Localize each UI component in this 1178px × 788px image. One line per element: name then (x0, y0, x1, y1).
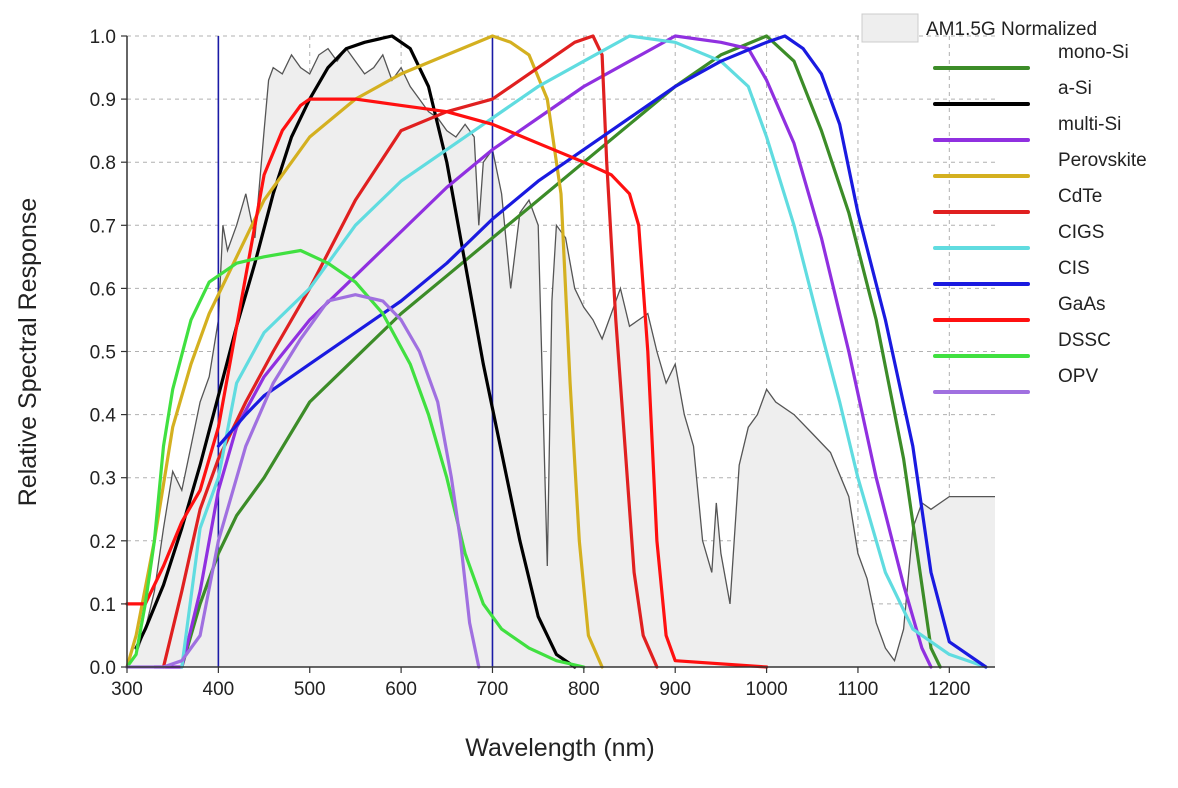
legend-label-gaas: GaAs (1058, 294, 1106, 315)
series-lines (125, 34, 988, 669)
x-tick-label: 700 (477, 679, 509, 700)
legend-label-opv: OPV (1058, 366, 1098, 387)
x-axis-title: Wavelength (nm) (465, 734, 654, 762)
y-tick-label: 0.2 (90, 532, 116, 553)
x-tick-label: 1100 (838, 679, 879, 700)
x-tick-label: 800 (568, 679, 600, 700)
x-tick-label: 500 (294, 679, 326, 700)
legend-label-am15g: AM1.5G Normalized (926, 19, 1097, 40)
y-tick-label: 0.0 (90, 658, 116, 679)
y-tick-label: 0.8 (90, 153, 116, 174)
legend-label-perovskite: Perovskite (1058, 150, 1147, 171)
series-line-cigs (180, 34, 988, 669)
y-tick-label: 0.4 (90, 406, 117, 427)
y-tick-label: 1.0 (90, 27, 116, 48)
spectrum-area (127, 48, 995, 668)
legend-label-mono-si: mono-Si (1058, 42, 1129, 63)
series-line-a-si (134, 34, 577, 669)
series-line-cdte (161, 34, 659, 669)
series-line-cis (216, 34, 988, 669)
x-tick-label: 400 (203, 679, 235, 700)
reference-lines (217, 36, 494, 667)
x-tick-label: 900 (659, 679, 691, 700)
legend-swatch-am15g (861, 13, 919, 43)
y-tick-label: 0.6 (90, 279, 116, 300)
legend-label-dssc: DSSC (1058, 330, 1111, 351)
y-axis-title: Relative Spectral Response (14, 198, 42, 507)
axes: 300 400 500 600 700 800 900 1000 1100 1200 0.0 0.1 0… (90, 27, 995, 700)
legend-label-cdte: CdTe (1058, 186, 1102, 207)
x-tick-label: 1200 (928, 679, 970, 700)
legend-label-cis: CIS (1058, 258, 1090, 279)
x-tick-label: 1000 (745, 679, 787, 700)
series-line-gaas (125, 97, 769, 669)
y-tick-label: 0.3 (90, 469, 116, 490)
y-tick-label: 0.1 (90, 595, 116, 616)
legend-label-multi-si: multi-Si (1058, 114, 1121, 135)
am15g-spectrum (126, 47, 995, 668)
series-line-opv (125, 293, 481, 669)
x-tick-label: 300 (111, 679, 143, 700)
series-line-dssc (125, 248, 586, 669)
y-tick-label: 0.9 (90, 90, 116, 111)
legend-label-a-si: a-Si (1058, 78, 1092, 99)
y-tick-label: 0.7 (90, 216, 116, 237)
x-tick-label: 600 (385, 679, 417, 700)
y-tick-label: 0.5 (90, 343, 116, 364)
legend-label-cigs: CIGS (1058, 222, 1104, 243)
